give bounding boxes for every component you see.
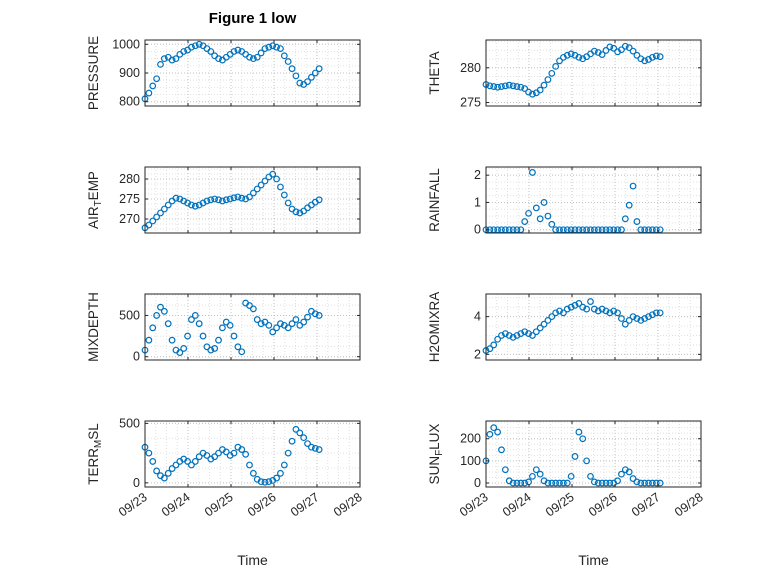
terrmsl-xtick-label: 09/26 — [245, 490, 279, 519]
airtemp-ytick-label: 270 — [119, 212, 140, 226]
h2omixra-plot-area: 2 4 H2OMIXRA — [427, 292, 702, 362]
pressure-ytick-label: 800 — [119, 95, 140, 109]
subplot-airtemp: 270 275 280 AIRTEMP — [86, 166, 361, 234]
rainfall-ytick-label: 2 — [474, 168, 481, 182]
airtemp-plot-area: 270 275 280 AIRTEMP — [86, 166, 361, 234]
terrmsl-xtick-label: 09/27 — [288, 490, 322, 519]
airtemp-ylabel: AIRTEMP — [86, 171, 104, 229]
xlabel-time-left: Time — [237, 552, 268, 568]
pressure-ytick-label: 900 — [119, 66, 140, 80]
h2omixra-ylabel: H2OMIXRA — [427, 292, 442, 363]
mixdepth-ylabel: MIXDEPTH — [86, 292, 101, 362]
airtemp-ytick-label: 275 — [119, 192, 140, 206]
theta-plot-area: 275 280 THETA — [427, 39, 702, 110]
subplot-rainfall: 0 1 2 RAINFALL — [427, 166, 702, 237]
sunflux-xtick-label: 09/24 — [500, 490, 534, 519]
pressure-ylabel: PRESSURE — [86, 36, 101, 110]
subplot-h2omixra: 2 4 H2OMIXRA — [427, 292, 702, 362]
mixdepth-ytick-label: 0 — [133, 350, 140, 364]
sunflux-ytick-label: 200 — [460, 432, 481, 446]
sunflux-plot-area: 0 100 200 09/23 09/24 09/25 09/26 09/27 09/28 SUN… — [427, 420, 706, 519]
mixdepth-ytick-label: 500 — [119, 308, 140, 322]
subplot-sunflux: 0 100 200 09/23 09/24 09/25 09/26 09/27 09/28 SUN… — [427, 420, 706, 519]
h2omixra-ytick-label: 4 — [474, 310, 481, 324]
sunflux-ytick-label: 100 — [460, 454, 481, 468]
subplot-mixdepth: 0 500 MIXDEPTH — [86, 292, 361, 364]
terrmsl-ylabel: TERRMSL — [86, 423, 104, 485]
xlabel-time-right: Time — [578, 552, 609, 568]
terrmsl-xtick-label: 09/25 — [202, 490, 236, 519]
theta-ytick-label: 280 — [460, 61, 481, 75]
theta-ylabel: THETA — [427, 51, 442, 94]
pressure-plot-area: 800 900 1000 PRESSURE — [86, 36, 361, 110]
subplot-terrmsl: 0 500 09/23 09/24 09/25 09/26 09/27 09/28 TERRMS… — [86, 416, 365, 519]
subplot-theta: 275 280 THETA — [427, 39, 702, 110]
airtemp-ytick-label: 280 — [119, 172, 140, 186]
terrmsl-xtick-label: 09/28 — [331, 490, 365, 519]
rainfall-ytick-label: 0 — [474, 223, 481, 237]
figure-title: Figure 1 low — [208, 10, 297, 27]
terrmsl-ytick-label: 500 — [119, 416, 140, 430]
sunflux-ylabel: SUNFLUX — [427, 424, 445, 485]
terrmsl-ytick-label: 0 — [133, 476, 140, 490]
terrmsl-plot-area: 0 500 09/23 09/24 09/25 09/26 09/27 09/28 TERRMS… — [86, 416, 365, 519]
sunflux-xtick-label: 09/23 — [457, 490, 491, 519]
theta-ytick-label: 275 — [460, 96, 481, 110]
sunflux-xtick-label: 09/25 — [543, 490, 577, 519]
sunflux-xtick-label: 09/28 — [672, 490, 706, 519]
subplot-pressure: 800 900 1000 PRESSURE — [86, 36, 361, 110]
terrmsl-xtick-label: 09/24 — [159, 490, 193, 519]
h2omixra-ytick-label: 2 — [474, 347, 481, 361]
sunflux-ytick-label: 0 — [474, 476, 481, 490]
rainfall-plot-area: 0 1 2 RAINFALL — [427, 166, 702, 237]
mixdepth-plot-area: 0 500 MIXDEPTH — [86, 292, 361, 364]
terrmsl-xtick-label: 09/23 — [116, 490, 150, 519]
sunflux-xtick-label: 09/27 — [629, 490, 663, 519]
rainfall-ytick-label: 1 — [474, 195, 481, 209]
rainfall-ylabel: RAINFALL — [427, 168, 442, 232]
pressure-ytick-label: 1000 — [112, 37, 140, 51]
sunflux-xtick-label: 09/26 — [586, 490, 620, 519]
